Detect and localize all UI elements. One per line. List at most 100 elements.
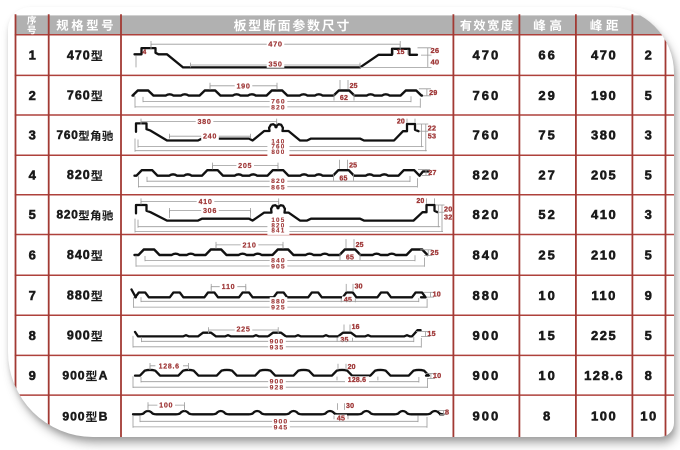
svg-text:5: 5 [645, 248, 654, 263]
svg-text:140: 140 [271, 138, 285, 145]
svg-text:5: 5 [645, 328, 654, 343]
svg-text:45: 45 [337, 415, 345, 422]
svg-text:3: 3 [645, 128, 654, 143]
svg-text:128.6: 128.6 [584, 368, 624, 383]
svg-text:841: 841 [271, 228, 285, 235]
svg-text:100: 100 [591, 409, 617, 424]
svg-text:760: 760 [57, 128, 79, 142]
svg-text:820: 820 [271, 105, 286, 112]
svg-text:470: 470 [473, 48, 501, 63]
svg-text:880: 880 [473, 288, 501, 303]
svg-text:760: 760 [67, 88, 91, 102]
svg-text:470: 470 [67, 48, 91, 62]
svg-text:B: B [99, 409, 108, 423]
svg-text:15: 15 [427, 329, 435, 338]
svg-text:10: 10 [538, 368, 556, 383]
svg-text:225: 225 [591, 328, 617, 343]
svg-text:4: 4 [29, 168, 37, 183]
svg-text:65: 65 [346, 255, 354, 262]
svg-text:30: 30 [355, 284, 363, 291]
svg-text:128.6: 128.6 [159, 363, 180, 370]
svg-text:25: 25 [356, 242, 364, 249]
svg-text:350: 350 [268, 60, 282, 69]
svg-text:240: 240 [203, 132, 217, 141]
svg-text:20: 20 [397, 118, 405, 125]
svg-text:820: 820 [67, 168, 91, 182]
svg-text:25: 25 [538, 248, 556, 263]
svg-text:205: 205 [591, 168, 617, 183]
svg-text:25: 25 [430, 248, 438, 257]
svg-text:905: 905 [271, 264, 286, 271]
svg-text:190: 190 [236, 81, 250, 90]
svg-text:25: 25 [349, 163, 357, 170]
svg-text:210: 210 [242, 240, 256, 249]
svg-text:105: 105 [271, 217, 285, 224]
svg-text:900: 900 [62, 369, 85, 383]
svg-text:27: 27 [428, 168, 436, 177]
svg-text:900: 900 [67, 329, 91, 343]
svg-text:470: 470 [268, 40, 282, 49]
svg-text:52: 52 [538, 207, 556, 222]
svg-text:20: 20 [416, 198, 424, 205]
svg-text:5: 5 [645, 88, 654, 103]
svg-text:210: 210 [591, 248, 617, 263]
svg-text:945: 945 [274, 424, 289, 431]
svg-text:62: 62 [340, 95, 348, 102]
svg-text:110: 110 [222, 282, 236, 291]
svg-text:225: 225 [236, 324, 250, 333]
svg-text:820: 820 [473, 207, 501, 222]
svg-text:53: 53 [428, 132, 436, 141]
svg-text:8: 8 [645, 368, 654, 383]
svg-text:A: A [99, 369, 108, 383]
svg-text:820: 820 [57, 208, 79, 222]
svg-text:800: 800 [271, 149, 285, 156]
svg-text:840: 840 [67, 248, 91, 262]
svg-text:865: 865 [271, 184, 286, 191]
svg-text:10: 10 [640, 409, 657, 424]
svg-text:10: 10 [433, 290, 441, 299]
svg-text:40: 40 [431, 58, 440, 67]
svg-text:820: 820 [271, 222, 285, 229]
svg-text:35: 35 [340, 337, 348, 344]
svg-text:380: 380 [591, 128, 617, 143]
svg-text:1: 1 [29, 48, 36, 63]
svg-text:10: 10 [538, 288, 556, 303]
svg-text:10: 10 [433, 371, 441, 380]
svg-text:900: 900 [270, 338, 285, 345]
svg-text:22: 22 [428, 123, 436, 132]
svg-text:925: 925 [271, 305, 286, 312]
svg-text:3: 3 [29, 128, 36, 143]
svg-text:820: 820 [271, 178, 286, 185]
svg-text:15: 15 [397, 49, 405, 56]
svg-text:75: 75 [538, 128, 556, 143]
svg-text:8: 8 [445, 407, 449, 416]
svg-text:935: 935 [270, 344, 285, 351]
svg-text:9: 9 [29, 368, 36, 383]
svg-text:8: 8 [29, 328, 36, 343]
svg-text:15: 15 [538, 328, 556, 343]
svg-text:100: 100 [159, 401, 173, 410]
svg-text:760: 760 [271, 98, 286, 105]
svg-text:30: 30 [346, 403, 354, 410]
svg-text:760: 760 [473, 128, 501, 143]
svg-text:16: 16 [352, 324, 360, 331]
svg-text:8: 8 [543, 409, 552, 424]
svg-text:900: 900 [473, 409, 501, 424]
svg-text:380: 380 [197, 117, 211, 126]
svg-text:20: 20 [348, 364, 356, 371]
svg-text:840: 840 [473, 248, 501, 263]
svg-text:900: 900 [270, 379, 285, 386]
svg-text:900: 900 [274, 418, 289, 425]
svg-text:2: 2 [645, 48, 654, 63]
svg-text:7: 7 [29, 288, 36, 303]
svg-text:65: 65 [339, 175, 347, 182]
svg-text:410: 410 [198, 197, 212, 206]
svg-text:45: 45 [344, 297, 352, 304]
svg-text:190: 190 [591, 88, 617, 103]
svg-text:9: 9 [645, 288, 654, 303]
svg-text:306: 306 [203, 206, 217, 215]
svg-text:760: 760 [473, 88, 501, 103]
svg-text:205: 205 [238, 161, 252, 170]
svg-text:840: 840 [271, 258, 286, 265]
svg-text:928: 928 [270, 385, 285, 392]
